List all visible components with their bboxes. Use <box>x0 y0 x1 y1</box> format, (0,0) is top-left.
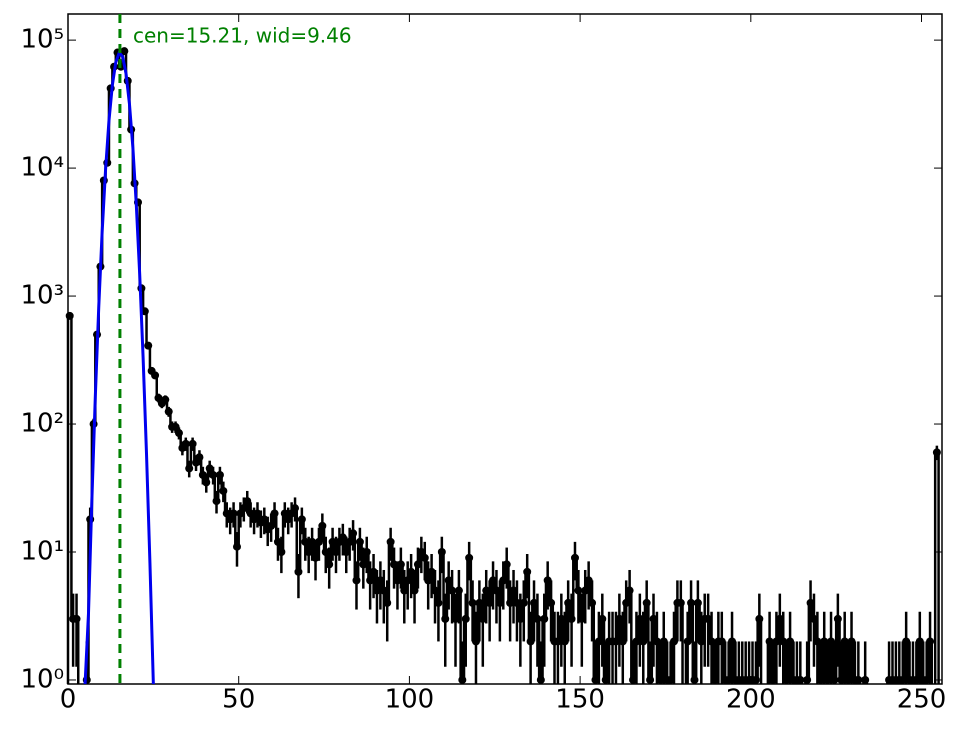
x-tick-label: 250 <box>897 685 947 715</box>
annotation: cen=15.21, wid=9.46 <box>133 24 352 48</box>
y-tick-label: 10³ <box>20 281 64 311</box>
data-point <box>72 614 81 623</box>
data-point <box>932 448 941 457</box>
x-tick-label: 50 <box>222 685 255 715</box>
data-point <box>796 675 805 684</box>
x-tick-label: 100 <box>385 685 435 715</box>
y-tick-label: 10⁴ <box>20 153 64 183</box>
x-tick-label: 200 <box>726 685 776 715</box>
data-point <box>755 614 764 623</box>
data-point <box>854 675 863 684</box>
y-tick-label: 10¹ <box>20 536 64 566</box>
y-tick-label: 10⁰ <box>20 664 64 694</box>
data-point <box>861 675 870 684</box>
x-tick-label: 150 <box>555 685 605 715</box>
data-point <box>676 598 685 607</box>
y-tick-label: 10⁵ <box>20 25 64 55</box>
data-point <box>926 637 935 646</box>
x-tick-label: 0 <box>60 685 77 715</box>
y-tick-label: 10² <box>20 409 64 439</box>
